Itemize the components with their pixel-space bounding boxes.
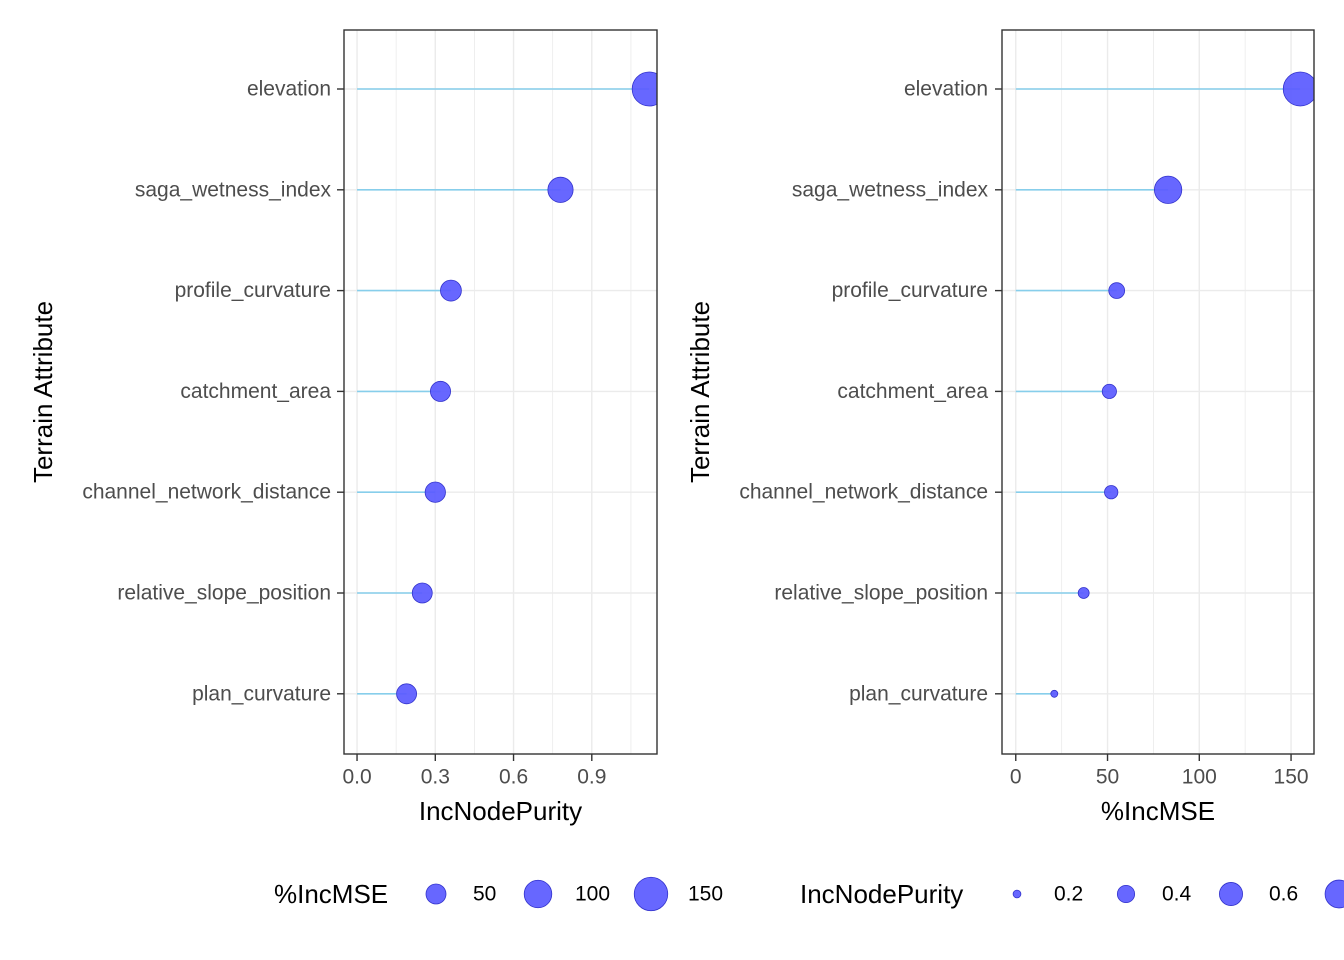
x-tick-label: 0.0 [342, 766, 371, 789]
legend-key [425, 883, 447, 905]
legend-label: 0.6 [1269, 883, 1298, 906]
category-label: profile_curvature [175, 279, 331, 302]
legend-key [1324, 879, 1344, 909]
category-label: plan_curvature [849, 682, 988, 705]
legend-label: 0.2 [1054, 883, 1083, 906]
data-point [1104, 485, 1119, 500]
x-tick-label: 50 [1096, 766, 1119, 789]
legend-key [1012, 889, 1022, 899]
y-axis-title: Terrain Attribute [28, 301, 58, 483]
category-label: channel_network_distance [739, 481, 988, 504]
legend-key [1219, 882, 1243, 906]
category-label: plan_curvature [192, 682, 331, 705]
category-label: catchment_area [180, 380, 331, 403]
data-point [1108, 282, 1126, 299]
category-label: relative_slope_position [117, 582, 331, 605]
data-point [424, 481, 446, 503]
data-point [1050, 689, 1059, 698]
category-label: saga_wetness_index [792, 178, 989, 201]
data-point [1282, 71, 1314, 107]
category-label: saga_wetness_index [135, 178, 332, 201]
x-tick-label: 0.9 [577, 766, 606, 789]
category-label: relative_slope_position [774, 582, 988, 605]
data-point [440, 279, 462, 302]
legend-label: 150 [688, 883, 723, 906]
legend-key [523, 879, 553, 909]
legend-label: 0.4 [1162, 883, 1192, 906]
data-point [411, 582, 433, 604]
x-tick-label: 100 [1182, 766, 1217, 789]
x-tick-label: 150 [1274, 766, 1309, 789]
x-axis-title: %IncMSE [1101, 796, 1215, 826]
category-label: elevation [247, 78, 331, 101]
x-tick-label: 0.3 [421, 766, 450, 789]
legend-title: %IncMSE [274, 879, 388, 909]
x-tick-label: 0 [1010, 766, 1022, 789]
data-point [547, 176, 574, 203]
legend-title: IncNodePurity [800, 879, 963, 909]
x-axis-title: IncNodePurity [419, 796, 582, 826]
y-axis-title: Terrain Attribute [685, 301, 715, 483]
data-point [396, 683, 418, 705]
data-point [1077, 587, 1090, 599]
data-point [1101, 383, 1117, 399]
legend-label: 100 [575, 883, 610, 906]
data-point [430, 380, 451, 402]
category-label: catchment_area [837, 380, 988, 403]
category-label: elevation [904, 78, 988, 101]
category-label: profile_curvature [832, 279, 988, 302]
legend-label: 50 [473, 883, 496, 906]
data-point [631, 71, 657, 107]
data-point [1153, 175, 1183, 204]
legend-key [1116, 884, 1136, 904]
legend-key [633, 876, 669, 912]
x-tick-label: 0.6 [499, 766, 528, 789]
category-label: channel_network_distance [82, 481, 331, 504]
